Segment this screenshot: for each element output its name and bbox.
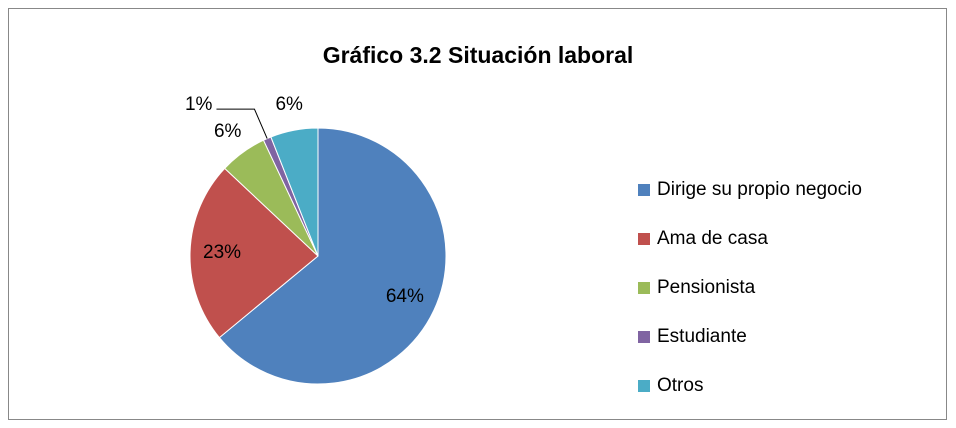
data-label: 6% [214, 121, 242, 142]
chart-frame [8, 8, 947, 420]
pie-slice [189, 167, 319, 339]
data-label: 1% [185, 94, 213, 115]
legend-swatch [638, 380, 650, 392]
legend-label: Pensionista [657, 277, 756, 298]
legend-swatch [638, 282, 650, 294]
legend-swatch [638, 233, 650, 245]
legend-label: Ama de casa [657, 228, 768, 249]
chart-title: Gráfico 3.2 Situación laboral [323, 42, 634, 68]
legend-swatch [638, 184, 650, 196]
data-label: 23% [203, 242, 241, 263]
pie-slice [270, 127, 319, 257]
legend-label: Estudiante [657, 326, 747, 347]
legend-label: Dirige su propio negocio [657, 179, 862, 200]
legend-label: Otros [657, 375, 703, 396]
legend-swatch [638, 331, 650, 343]
data-label: 64% [386, 286, 424, 307]
pie-slice [218, 127, 447, 385]
leader-line [216, 108, 268, 139]
data-label: 6% [275, 94, 303, 115]
